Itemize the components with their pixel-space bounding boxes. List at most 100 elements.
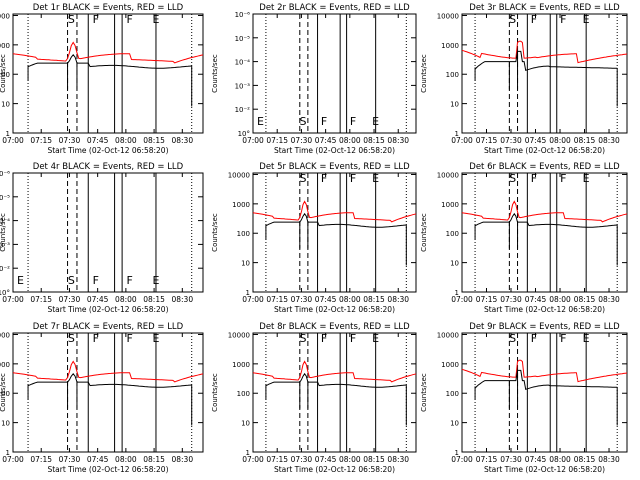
phase-marker-letter: S [509,13,516,26]
x-tick-label: 08:15 [363,455,385,464]
x-tick-label: 08:30 [598,136,620,145]
y-tick-label: 100 [446,71,459,79]
x-tick-label: 08:30 [171,295,193,304]
phase-marker-letter: S [68,13,75,26]
x-tick-label: 08:00 [339,455,361,464]
x-tick-label: 08:00 [339,136,361,145]
x-tick-label: 08:00 [115,295,137,304]
panel-det-8 [252,332,417,453]
y-tick-label: 100 [237,390,250,398]
x-tick-label: 08:15 [143,455,165,464]
y-axis-label: Counts/sec [211,213,219,252]
x-tick-label: 07:15 [476,136,498,145]
phase-marker-letter: F [531,172,537,185]
x-tick-label: 07:30 [59,136,81,145]
y-tick-label: 10 [241,420,250,428]
phase-marker-letter: F [531,13,537,26]
phase-marker-letter: E [152,332,159,345]
y-tick-label: 100 [237,230,250,238]
y-tick-label: 10000 [0,12,10,20]
panel-title: Det 8r BLACK = Events, RED = LLD [259,322,410,332]
x-tick-label: 07:00 [2,136,24,145]
panel-title: Det 3r BLACK = Events, RED = LLD [469,3,620,13]
y-tick-label: 10 [450,101,459,109]
y-tick-label: 1 [6,449,10,457]
y-tick-label: 10⁻⁵ [235,35,251,43]
phase-marker-letter: F [531,332,537,345]
phase-marker-letter: S [300,172,307,185]
x-axis-label: Start Time (02-Oct-12 06:58:20) [47,465,168,474]
x-axis-label: Start Time (02-Oct-12 06:58:20) [274,305,395,314]
lld-series-line [461,200,628,223]
phase-marker-letter: E [152,13,159,26]
y-tick-label: 10⁻³ [235,82,251,90]
y-tick-label: 1000 [232,361,250,369]
x-tick-label: 07:45 [315,455,337,464]
x-tick-label: 07:00 [451,455,473,464]
x-tick-label: 08:15 [574,295,596,304]
y-tick-label: 10⁻⁵ [0,194,10,202]
lld-series-line [252,360,417,383]
x-tick-label: 07:00 [2,455,24,464]
events-series-line [474,369,618,390]
phase-marker-letter: S [509,332,516,345]
x-tick-label: 07:45 [87,136,109,145]
x-axis-label: Start Time (02-Oct-12 06:58:20) [484,305,605,314]
x-tick-label: 07:45 [525,455,547,464]
phase-marker-letter: F [126,13,132,26]
y-axis-label: Counts/sec [420,213,428,252]
events-series-line [265,372,407,388]
phase-marker-letter: E [583,332,590,345]
x-tick-label: 07:30 [500,455,522,464]
y-axis-label: Counts/sec [420,54,428,93]
x-tick-label: 07:45 [87,455,109,464]
panel-det-5 [252,172,417,293]
x-tick-label: 07:15 [476,295,498,304]
x-tick-label: 07:15 [30,136,52,145]
phase-marker-letter: F [126,332,132,345]
y-tick-label: 10000 [437,331,459,339]
x-tick-label: 07:15 [30,295,52,304]
y-axis-label: Counts/sec [211,373,219,412]
x-tick-label: 07:45 [525,295,547,304]
y-tick-label: 1 [246,289,250,297]
phase-marker-letter: F [93,274,99,287]
phase-marker-letter: F [560,13,566,26]
x-tick-label: 07:00 [242,136,264,145]
x-tick-label: 08:15 [574,136,596,145]
y-tick-label: 100 [446,390,459,398]
phase-marker-letter: E [152,274,159,287]
y-tick-label: 10000 [228,331,250,339]
phase-marker-letter: S [68,332,75,345]
y-tick-label: 10⁻³ [0,241,10,249]
x-axis-label: Start Time (02-Oct-12 06:58:20) [274,146,395,155]
x-tick-label: 08:30 [387,136,409,145]
y-tick-label: 10000 [228,171,250,179]
x-tick-label: 07:00 [242,295,264,304]
panel-title: Det 7r BLACK = Events, RED = LLD [33,322,184,332]
x-axis-label: Start Time (02-Oct-12 06:58:20) [484,465,605,474]
events-series-line [27,53,192,69]
x-axis-label: Start Time (02-Oct-12 06:58:20) [484,146,605,155]
y-tick-label: 10° [238,130,250,138]
panel-det-2 [252,13,417,134]
y-tick-label: 10 [450,260,459,268]
y-axis-label: Counts/sec [0,373,7,412]
phase-marker-letter: F [350,172,356,185]
phase-marker-letter: S [68,274,75,287]
y-tick-label: 1 [455,449,459,457]
x-tick-label: 07:45 [87,295,109,304]
plot-frame [12,13,204,134]
y-tick-label: 10 [450,420,459,428]
plot-frame [461,13,628,134]
x-tick-label: 08:15 [574,455,596,464]
plot-frame [252,332,417,453]
panel-det-6 [461,172,628,293]
phase-marker-letter: E [372,172,379,185]
x-tick-label: 07:00 [451,136,473,145]
x-tick-label: 08:30 [387,455,409,464]
y-axis-label: Counts/sec [420,373,428,412]
y-tick-label: 10⁻⁴ [235,59,251,67]
